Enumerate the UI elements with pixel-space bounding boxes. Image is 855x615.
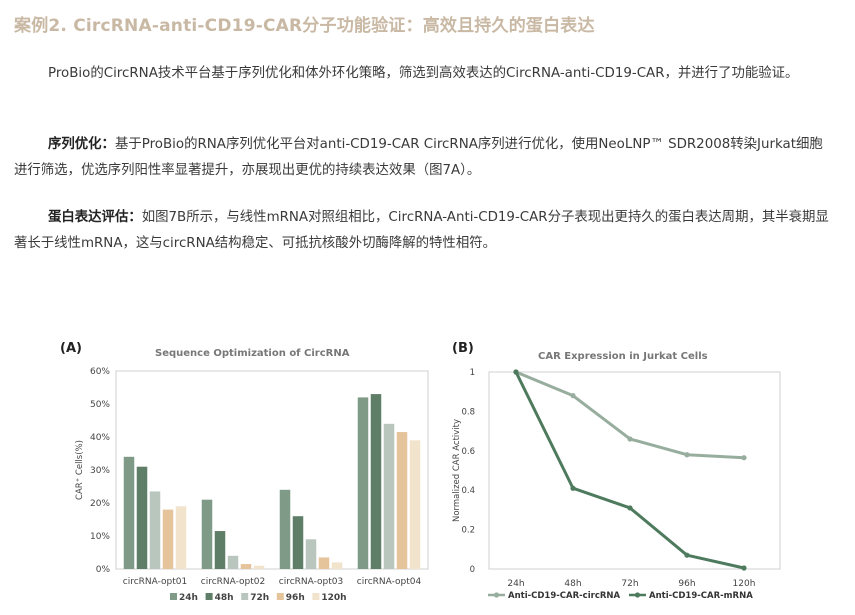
y-tick-label: 60% [90, 367, 110, 377]
bar-120h-3 [331, 562, 343, 569]
bar-48h-4 [370, 394, 382, 569]
data-point-2-5 [741, 565, 747, 571]
bar-48h-3 [292, 516, 304, 569]
legend-swatch-120h [312, 593, 320, 600]
x-tick-label: 48h [564, 579, 581, 589]
y-tick-label: 20% [90, 499, 110, 509]
series-line-2 [514, 371, 745, 570]
data-point-1-4 [684, 452, 690, 458]
legend-label-120h: 120h [321, 593, 346, 603]
protein-expression-label: 蛋白表达评估： [48, 210, 142, 225]
y-axis-label: CAR⁺ Cells(%) [75, 440, 85, 500]
plot-frame [488, 371, 781, 570]
legend-swatch-24h [170, 593, 177, 600]
y-tick-label: 0.4 [461, 486, 475, 496]
legend-label-72h: 72h [250, 593, 269, 603]
x-tick-label: circRNA-opt01 [123, 577, 187, 587]
data-point-2-1 [513, 369, 519, 375]
x-tick-label: 96h [678, 579, 695, 589]
protein-expression-paragraph: 蛋白表达评估：如图7B所示，与线性mRNA对照组相比，CircRNA-Anti-… [14, 205, 836, 257]
plot-frame [115, 370, 429, 570]
data-point-1-5 [741, 455, 747, 461]
page-title: 案例2. CircRNA-anti-CD19-CAR分子功能验证：高效且持久的蛋… [14, 16, 595, 36]
sequence-optimization-text: 基于ProBio的RNA序列优化平台对anti-CD19-CAR CircRNA… [14, 137, 823, 178]
y-axis-label: Normalized CAR Activity [452, 419, 462, 522]
chart-b-title: CAR Expression in Jurkat Cells [538, 351, 708, 362]
bar-96h-1 [162, 509, 174, 569]
protein-expression-text: 如图7B所示，与线性mRNA对照组相比，CircRNA-Anti-CD19-CA… [14, 210, 829, 251]
bar-24h-3 [279, 489, 291, 569]
legend-marker-1 [493, 592, 500, 598]
bar-120h-2 [253, 565, 265, 569]
legend-label-96h: 96h [286, 593, 305, 603]
y-tick-label: 0.8 [461, 407, 475, 417]
x-tick-label: circRNA-opt02 [201, 577, 265, 587]
sequence-optimization-label: 序列优化： [48, 137, 115, 152]
bar-24h-4 [357, 397, 369, 569]
panel-b-label: (B) [452, 341, 474, 356]
y-tick-label: 10% [90, 532, 110, 542]
legend-label-2: Anti-CD19-CAR-mRNA [649, 591, 753, 601]
panel-a-label: (A) [60, 341, 82, 356]
intro-paragraph: ProBio的CircRNA技术平台基于序列优化和体外环化策略，筛选到高效表达的… [48, 66, 799, 81]
bar-120h-1 [175, 506, 187, 569]
bar-96h-4 [396, 432, 408, 569]
data-point-2-3 [627, 505, 633, 511]
legend-swatch-48h [205, 593, 213, 600]
x-tick-label: circRNA-opt04 [357, 577, 422, 587]
series-line-1 [515, 370, 745, 460]
x-tick-label: circRNA-opt03 [279, 577, 343, 587]
legend-marker-2 [634, 592, 641, 598]
legend-label-24h: 24h [179, 593, 198, 603]
y-tick-label: 0 [470, 565, 475, 575]
bar-48h-2 [214, 531, 226, 569]
x-tick-label: 24h [507, 579, 524, 589]
y-tick-label: 40% [90, 433, 110, 443]
y-tick-label: 1 [470, 368, 475, 378]
bar-120h-4 [409, 440, 421, 569]
data-point-1-3 [627, 436, 633, 442]
bar-24h-1 [123, 456, 135, 569]
legend-label-48h: 48h [215, 593, 234, 603]
bar-24h-2 [201, 499, 213, 569]
x-tick-label: 72h [621, 579, 638, 589]
y-tick-label: 30% [90, 466, 110, 476]
x-tick-label: 120h [733, 579, 756, 589]
y-tick-label: 0.6 [461, 447, 475, 457]
legend-swatch-96h [276, 593, 284, 600]
bar-72h-2 [227, 555, 239, 569]
bar-96h-3 [318, 557, 330, 569]
data-point-2-2 [570, 485, 576, 491]
sequence-optimization-paragraph: 序列优化：基于ProBio的RNA序列优化平台对anti-CD19-CAR Ci… [14, 132, 836, 184]
bar-72h-1 [149, 491, 161, 569]
y-tick-label: 50% [90, 400, 110, 410]
legend-swatch-72h [241, 593, 249, 600]
bar-72h-3 [305, 539, 317, 569]
bar-72h-4 [383, 423, 395, 569]
bar-96h-2 [240, 564, 252, 569]
legend-label-1: Anti-CD19-CAR-circRNA [508, 591, 621, 601]
y-tick-label: 0% [96, 565, 111, 575]
bar-48h-1 [136, 466, 148, 569]
data-point-1-2 [570, 393, 576, 399]
data-point-1-1 [513, 369, 519, 375]
data-point-2-4 [684, 552, 690, 558]
y-tick-label: 0.2 [461, 526, 475, 536]
chart-a-title: Sequence Optimization of CircRNA [155, 348, 350, 359]
